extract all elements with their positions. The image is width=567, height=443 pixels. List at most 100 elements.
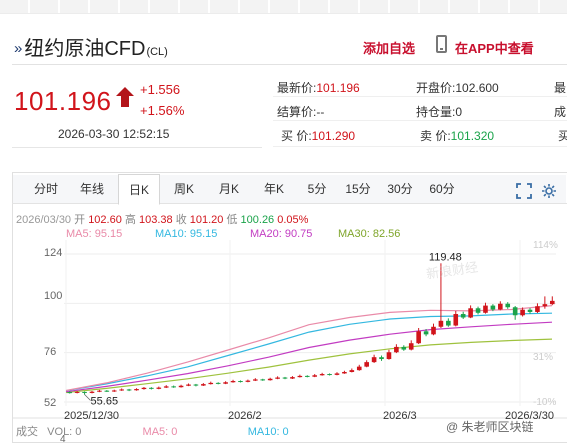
x-tick-label: 2026/2 — [228, 410, 262, 422]
candle-body — [416, 331, 421, 344]
candle-body — [379, 357, 384, 360]
candle-body — [134, 389, 139, 391]
candle-body — [371, 357, 377, 363]
right-pct-label: -10% — [533, 397, 557, 408]
candle-body — [126, 389, 132, 391]
candle-body — [490, 305, 496, 310]
author-watermark: @ 朱老师区块链 — [446, 420, 534, 434]
candle-body — [89, 391, 95, 393]
candle-body — [186, 384, 191, 386]
cut-label: 成 — [554, 105, 567, 119]
tab-monthly-k[interactable]: 月K — [218, 182, 239, 196]
candle-body — [423, 331, 429, 335]
candle-body — [208, 382, 214, 385]
candle-body — [468, 308, 473, 318]
page-title: » 纽约原油CFD(CL) — [14, 38, 168, 60]
y-tick-label: 124 — [44, 247, 63, 259]
ask-price-field: 卖 价:101.320 — [420, 129, 495, 143]
candle-body — [215, 382, 221, 384]
candle-body — [498, 303, 503, 310]
price-change: +1.556 — [140, 82, 181, 97]
tab-yearly-k[interactable]: 年K — [263, 182, 284, 196]
volume-axis-label: 4 — [60, 434, 66, 443]
divider — [273, 96, 567, 97]
right-pct-label: 31% — [533, 352, 554, 363]
candle-body — [193, 384, 199, 386]
candle-body — [505, 303, 511, 308]
candle-body — [549, 300, 555, 305]
candle-body — [386, 352, 392, 360]
tab-60min[interactable]: 60分 — [429, 182, 455, 196]
candle-body — [223, 382, 228, 384]
open-price-field: 开盘价:102.600 — [416, 81, 499, 95]
up-arrow-icon — [116, 87, 134, 107]
ma5-readout: MA5: 95.15 — [66, 228, 123, 240]
candle-body — [327, 374, 332, 376]
ma30-readout: MA30: 82.56 — [338, 228, 401, 240]
min-price-label: 55.65 — [91, 395, 119, 407]
cut-label: 最 — [554, 81, 567, 95]
candle-body — [319, 374, 325, 376]
volume-readout: 成交 VOL: 0 MA5: 0 MA10: 0 — [16, 426, 289, 438]
candle-body — [67, 392, 73, 394]
candle-body — [149, 387, 154, 389]
candle-body — [438, 320, 444, 327]
candle-body — [475, 308, 481, 313]
max-price-label: 119.48 — [429, 251, 462, 263]
open-interest-field: 持仓量:0 — [416, 105, 463, 119]
tab-bar-background — [13, 175, 566, 204]
candle-body — [342, 371, 347, 374]
candle-body — [304, 375, 310, 377]
tab-15min[interactable]: 15分 — [345, 182, 371, 196]
last-price: 101.196 — [14, 86, 112, 116]
tab-intraday[interactable]: 分时 — [33, 182, 58, 196]
candle-body — [201, 384, 206, 386]
y-tick-label: 52 — [44, 397, 57, 409]
candle-body — [483, 305, 488, 313]
top-nav-band — [0, 0, 567, 14]
ma20-line — [65, 321, 553, 393]
candle-body — [290, 377, 295, 379]
ma10-readout: MA10: 95.15 — [155, 228, 218, 240]
x-tick-label: 2025/12/30 — [64, 410, 120, 422]
divider — [273, 120, 567, 121]
settings-icon[interactable] — [541, 183, 557, 199]
tab-weekly-k[interactable]: 周K — [173, 182, 194, 196]
tab-daily-k[interactable]: 日K — [118, 174, 160, 205]
latest-price-field: 最新价:101.196 — [277, 81, 360, 95]
candle-body — [178, 385, 184, 388]
candle-body — [460, 314, 466, 318]
candle-body — [512, 307, 518, 316]
ma30-line — [65, 338, 553, 394]
candle-body — [520, 309, 525, 316]
divider — [12, 147, 262, 148]
candle-body — [171, 386, 176, 388]
candle-body — [253, 379, 258, 381]
candle-body — [275, 377, 280, 379]
candle-body — [408, 343, 414, 350]
fullscreen-icon[interactable] — [516, 183, 532, 199]
candle-body — [446, 320, 451, 326]
ohlc-readout: 2026/03/30 开 102.60 高 103.38 收 101.20 低 … — [16, 214, 309, 226]
tab-30min[interactable]: 30分 — [387, 182, 413, 196]
tab-5min[interactable]: 5分 — [307, 182, 327, 196]
tab-year-line[interactable]: 年线 — [79, 182, 104, 196]
candle-body — [230, 381, 236, 383]
candle-body — [267, 378, 273, 381]
candle-body — [104, 390, 110, 392]
candle-body — [82, 391, 87, 393]
y-tick-label: 76 — [44, 346, 57, 358]
candle-body — [111, 390, 117, 392]
candle-body — [119, 389, 124, 391]
candle-body — [312, 375, 318, 377]
add-to-watchlist-button[interactable]: 添加自选 — [363, 41, 416, 56]
candle-body — [527, 309, 533, 312]
quote-time: 2026-03-30 12:52:15 — [58, 127, 170, 141]
candle-body — [431, 326, 436, 335]
phone-icon[interactable] — [436, 35, 447, 53]
view-in-app-link[interactable]: 在APP中查看 — [455, 41, 534, 56]
candle-body — [401, 346, 407, 350]
candle-body — [297, 375, 303, 378]
settle-price-field: 结算价:-- — [277, 105, 325, 119]
